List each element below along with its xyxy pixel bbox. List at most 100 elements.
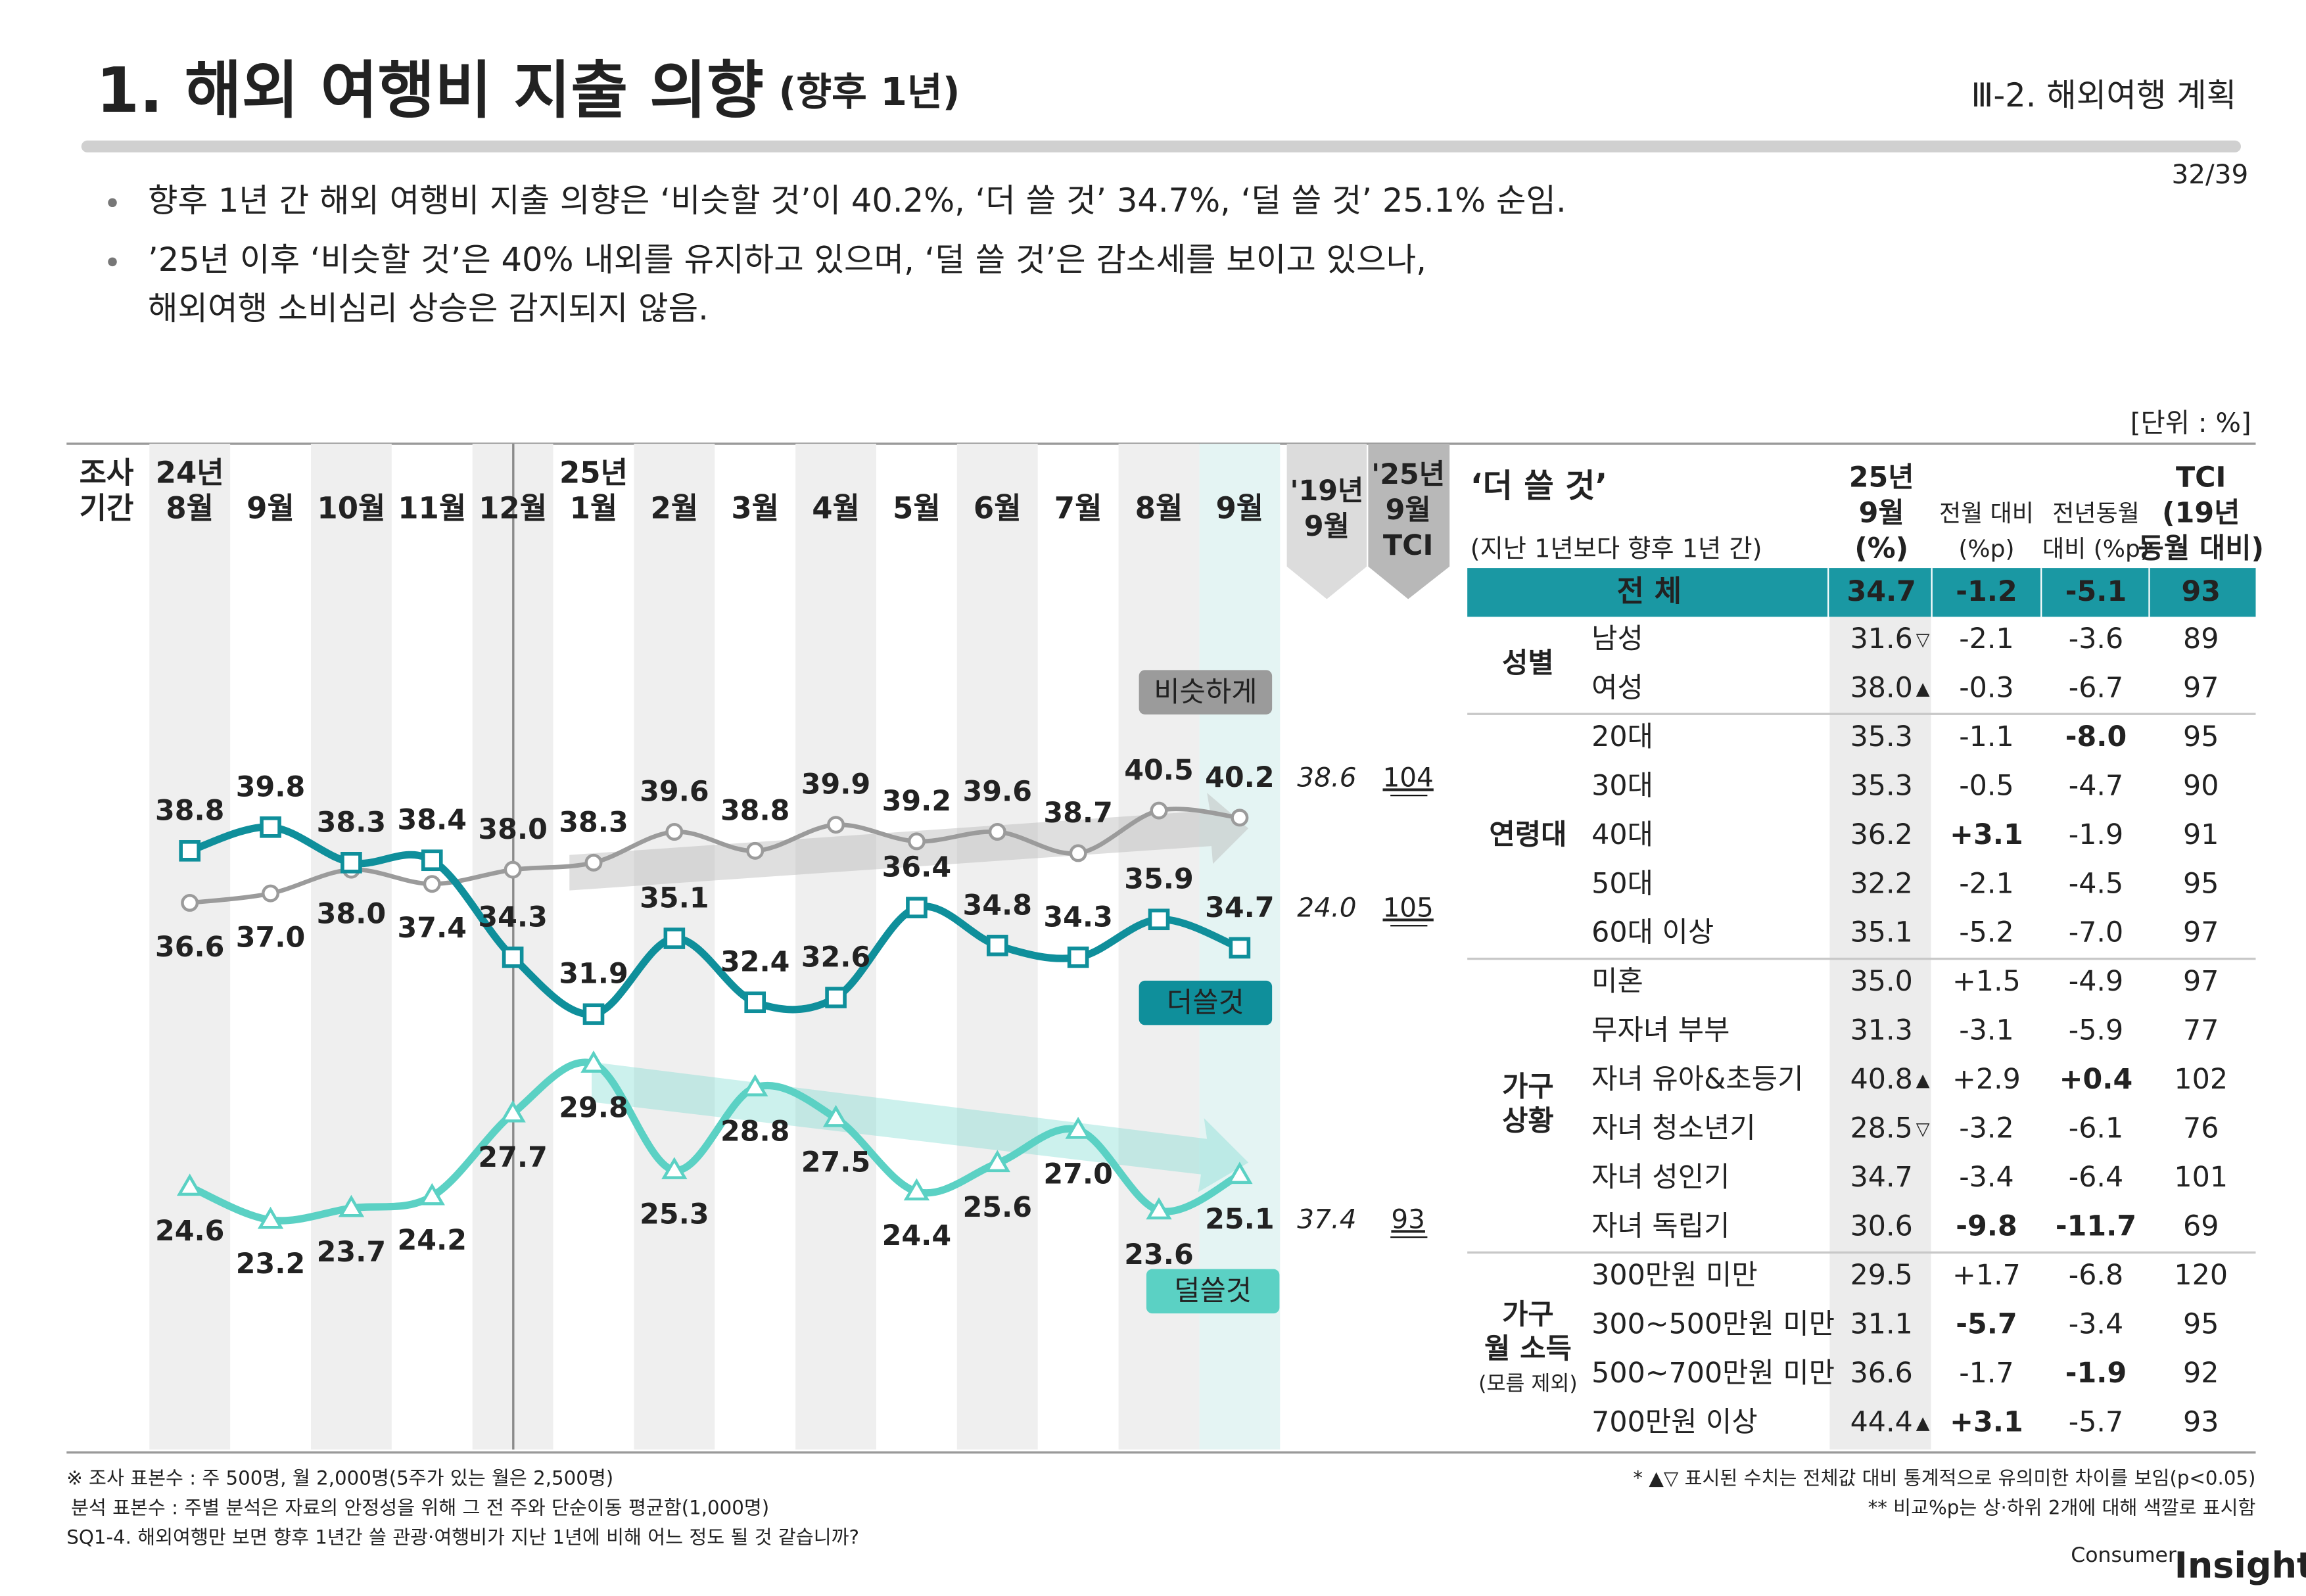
table-cell: -0.3 [1959,671,2013,704]
column-header: 9월 [1859,497,1904,530]
significance-mark: ▲ [1916,678,1930,699]
point-marker [903,1178,930,1201]
period-label: 기간 [80,490,134,525]
data-label: 39.9 [801,768,870,801]
total-label: 전 체 [1617,573,1682,608]
total-cell: 34.7 [1847,575,1916,608]
column-stripe [795,444,876,1450]
footnote: 분석 표본수 : 주별 분석은 자료의 안정성을 위해 그 전 주와 단순이동 … [71,1497,769,1519]
row-label: 30대 [1591,769,1653,802]
table-cell: 97 [2183,965,2219,998]
table-cell: -1.9 [2065,1357,2127,1390]
table-cell: 76 [2183,1112,2219,1145]
data-label: 40.2 [1205,761,1274,794]
row-label: 60대 이상 [1591,916,1714,949]
point-marker [663,927,686,949]
point-marker [988,823,1006,841]
data-label: 36.4 [882,851,951,884]
tci-value: 104 [1382,761,1433,793]
table-cell: 90 [2183,769,2219,802]
data-label: 34.7 [1205,891,1274,924]
data-label: 37.0 [236,921,305,954]
table-cell: -4.5 [2069,867,2123,900]
significance-mark: ▽ [1916,1119,1930,1140]
data-label: 35.1 [640,882,709,915]
point-marker [584,853,603,872]
total-cell: 93 [2181,575,2221,608]
column-header: 25년 [1849,461,1914,494]
point-marker [825,987,847,1008]
chart-foreground: 1. 해외 여행비 지출 의향 (향후 1년) Ⅲ-2. 해외여행 계획 32/39 향… [66,55,2306,1586]
legend-label: 덜쓸것 [1174,1275,1252,1307]
row-label: 20대 [1591,720,1653,753]
data-label: 38.8 [720,794,789,827]
point-marker [906,897,928,919]
x-tick-label: 6월 [974,490,1022,525]
series-line [186,1058,1244,1225]
table-cell: 97 [2183,671,2219,704]
table-cell: 102 [2174,1063,2228,1096]
table-cell: 95 [2183,1308,2219,1341]
column-header: 대비 (%p) [2042,536,2150,563]
table-cell: 89 [2183,622,2219,655]
point-marker [580,1050,607,1073]
table-cell: 93 [2183,1406,2219,1439]
data-label: 23.7 [317,1236,386,1269]
table-cell: 31.1 [1850,1308,1913,1341]
legend-box [1139,980,1273,1025]
x-tick-label: 5월 [893,490,941,525]
legend-box [1139,670,1273,715]
x-tick-label: 9월 [247,490,294,525]
table-cell: -1.7 [1959,1357,2013,1390]
column-header: 동월 대비) [2138,532,2264,565]
row-label: 50대 [1591,867,1653,900]
data-label: 36.6 [155,931,224,964]
data-label: 27.7 [478,1141,547,1174]
total-cell: -5.1 [2065,575,2127,608]
data-label: 38.8 [155,794,224,827]
table-cell: -3.1 [1959,1014,2013,1047]
legend-label: 비슷하게 [1154,676,1257,709]
table-cell: 69 [2183,1210,2219,1243]
x-tick-label: 3월 [731,490,779,525]
point-marker [1065,1116,1091,1139]
row-label: 300만원 미만 [1591,1259,1758,1292]
table-cell: 30.6 [1850,1210,1913,1243]
x-tick-label: 24년 [156,455,224,490]
title-sub: (향후 1년) [778,70,960,114]
point-marker [260,816,281,838]
footnote: ※ 조사 표본수 : 주 500명, 월 2,000명(5주가 있는 월은 2,… [66,1467,613,1490]
significance-mark: ▽ [1916,630,1930,650]
data-label: 35.9 [1124,863,1193,896]
column-stripe [149,444,231,1450]
significance-mark: ▲ [1916,1413,1930,1434]
point-marker [179,840,201,862]
column-header: (19년 [2162,497,2240,530]
ref-value: 38.6 [1297,761,1356,793]
section-label: Ⅲ-2. 해외여행 계획 [1971,76,2236,114]
data-label: 24.6 [155,1215,224,1248]
point-marker [665,823,684,841]
logo-small: Consumer [2071,1543,2177,1567]
point-marker [181,894,199,912]
table-cell: -6.8 [2069,1259,2123,1292]
legend-box [1146,1269,1280,1314]
x-tick-label: 7월 [1054,490,1102,525]
table-cell: 95 [2183,720,2219,753]
table-cell: -6.4 [2069,1161,2123,1194]
table-cell: 35.0 [1850,965,1913,998]
data-label: 28.8 [720,1115,789,1148]
row-label: 300~500만원 미만 [1591,1308,1835,1341]
tci-value: 105 [1382,891,1433,923]
title-main: 1. 해외 여행비 지출 의향 [96,55,764,127]
x-tick-label: 12월 [479,490,547,525]
tci-header: '25년 [1371,458,1445,491]
data-label: 23.2 [236,1248,305,1280]
data-label: 37.4 [398,912,467,945]
data-label: 38.4 [398,804,467,837]
table-cell: 91 [2183,818,2219,851]
data-label: 38.0 [478,813,547,846]
group-note: (모름 제외) [1478,1372,1578,1396]
table-cell: -1.9 [2069,818,2123,851]
